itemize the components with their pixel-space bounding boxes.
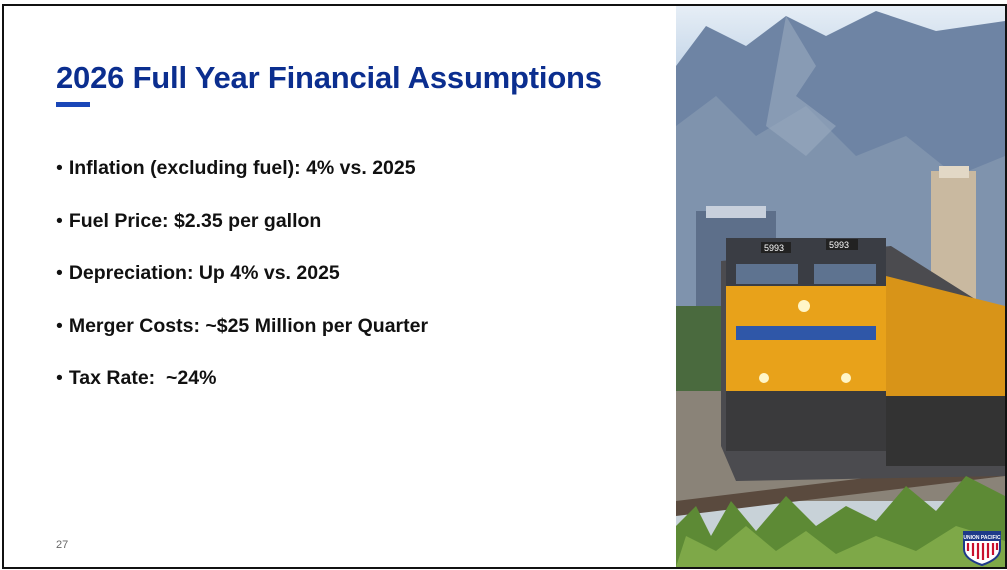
bullet-item: • Tax Rate: ~24% xyxy=(56,367,217,389)
bullet-item: • Fuel Price: $2.35 per gallon xyxy=(56,209,322,232)
slide: 2026 Full Year Financial Assumptions • In… xyxy=(2,4,1007,569)
bullet-list: • Inflation (excluding fuel): 4% vs. 2025… xyxy=(56,156,428,419)
title-underline xyxy=(56,102,90,107)
logo-text: UNION PACIFIC xyxy=(963,535,1001,541)
train-photo: 5993 5993 UNION PACIFIC xyxy=(676,6,1005,567)
train-scene-image: 5993 5993 UNION PACIFIC xyxy=(676,11,1005,567)
bullet-item: • Depreciation: Up 4% vs. 2025 xyxy=(56,262,340,284)
bullet-item: • Merger Costs: ~$25 Million per Quarter xyxy=(56,314,429,337)
locomotive-number: 5993 xyxy=(829,240,849,250)
union-pacific-logo: UNION PACIFIC xyxy=(963,531,1001,567)
locomotive-number: 5993 xyxy=(764,243,784,253)
bullet-item: • Inflation (excluding fuel): 4% vs. 2025 xyxy=(56,157,416,179)
bullet-text: Depreciation: Up 4% vs. 2025 xyxy=(68,262,340,284)
slide-title: 2026 Full Year Financial Assumptions xyxy=(56,60,602,95)
bullet-text: Fuel Price: $2.35 per gallon xyxy=(68,209,322,232)
bullet-text: Merger Costs: ~$25 Million per Quarter xyxy=(68,314,429,337)
bullet-text: Tax Rate: ~24% xyxy=(68,367,217,389)
bullet-text: Inflation (excluding fuel): 4% vs. 2025 xyxy=(68,157,416,179)
page-number: 27 xyxy=(56,539,69,551)
